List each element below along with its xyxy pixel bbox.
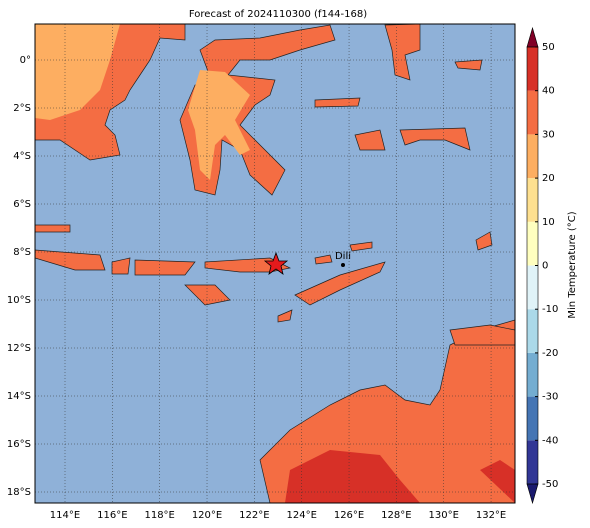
colorbar-tick-label: 20 [542,173,555,184]
x-tick-label: 132°E [476,510,506,521]
colorbar-tick-label: 50 [542,42,555,53]
map-frame [34,23,516,504]
land [35,24,515,503]
colorbar-band [527,47,538,91]
colorbar-band [527,178,538,222]
y-tick-label: 16°S [7,439,31,450]
x-tick-label: 126°E [334,510,364,521]
city-dot [341,263,345,267]
star-marker [263,251,289,275]
colorbar-band [527,396,538,441]
x-tick-label: 120°E [192,510,222,521]
colorbar-label: Min Temperature (°C) [567,211,578,318]
x-tick-label: 122°E [239,510,269,521]
y-tick-label: 4°S [13,151,31,162]
colorbar-band [527,309,538,353]
y-tick-label: 8°S [13,247,31,258]
colorbar-tick-label: -30 [542,392,558,403]
colorbar-band [527,440,538,484]
city-label: Dili [335,251,351,262]
y-tick-label: 6°S [13,199,31,210]
x-tick-label: 124°E [286,510,316,521]
y-tick-label: 14°S [7,391,31,402]
colorbar-tick-label: -10 [542,304,558,315]
y-tick-label: 10°S [7,295,31,306]
x-tick-label: 114°E [50,510,80,521]
x-tick-label: 128°E [381,510,411,521]
y-tick-label: 18°S [7,487,31,498]
colorbar-band [527,265,538,310]
colorbar-extend-under [526,483,539,505]
colorbar-tick-label: -50 [542,479,558,490]
x-tick-label: 116°E [97,510,127,521]
x-tick-label: 130°E [429,510,459,521]
colorbar-tick-label: 30 [542,129,555,140]
colorbar-tick-label: 0 [542,261,548,272]
colorbar-tick-label: -20 [542,348,558,359]
colorbar-band [527,352,538,397]
x-tick-label: 118°E [144,510,174,521]
colorbar-tick-label: 40 [542,86,555,97]
y-tick-label: 2°S [13,103,31,114]
colorbar-band [527,221,538,266]
map-title: Forecast of 2024110300 (f144-168) [189,9,367,20]
y-tick-label: 0° [20,55,31,66]
colorbar-band [527,90,538,135]
colorbar-extend-over [526,26,539,48]
y-tick-label: 12°S [7,343,31,354]
colorbar-band [527,134,538,179]
colorbar-tick-label: -40 [542,435,558,446]
colorbar-tick-label: 10 [542,217,555,228]
